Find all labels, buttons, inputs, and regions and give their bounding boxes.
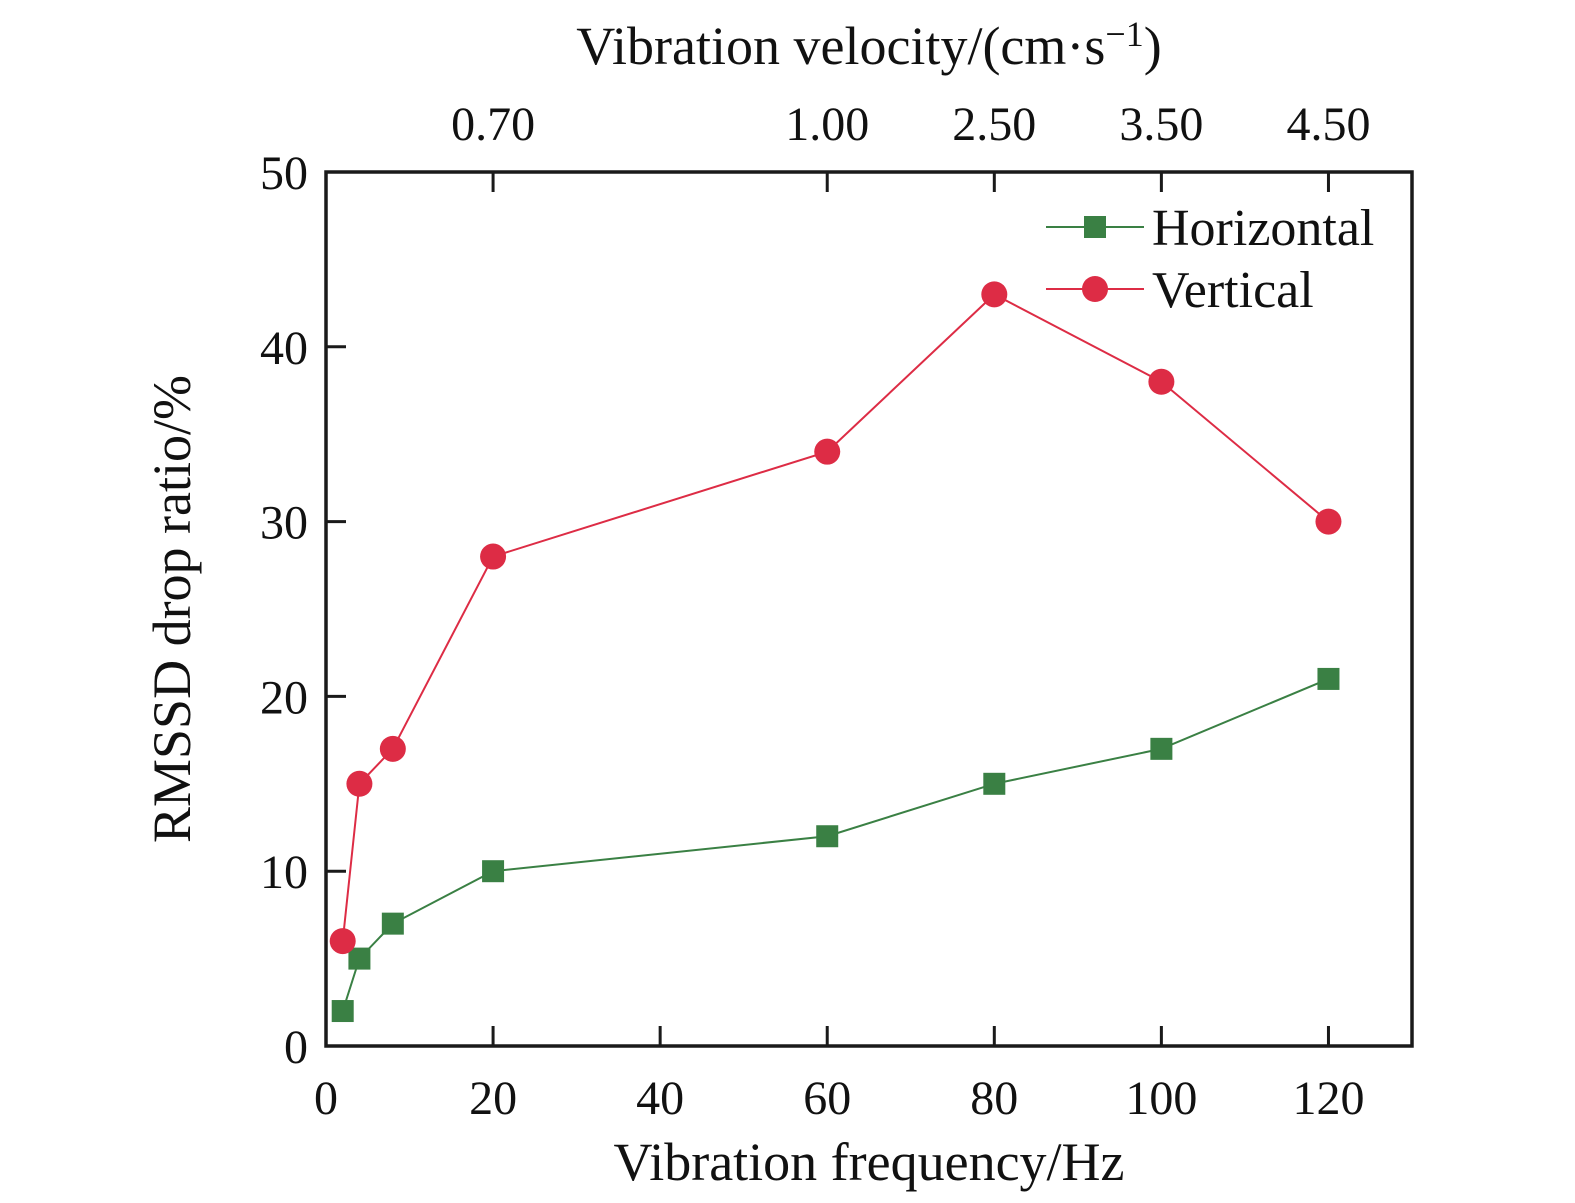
data-point-marker xyxy=(1317,667,1340,690)
y-tick-label: 30 xyxy=(260,497,308,550)
data-point-marker xyxy=(480,543,507,570)
legend-entry-horizontal: Horizontal xyxy=(1046,200,1374,257)
top-tick-label: 0.70 xyxy=(451,98,535,151)
series-layer xyxy=(329,281,1342,1023)
top-axis-title-superscript: −1 xyxy=(1105,14,1143,54)
data-point-marker xyxy=(379,735,406,762)
data-point-marker xyxy=(346,770,373,797)
y-tick-label: 40 xyxy=(260,322,308,375)
y-tick-label: 20 xyxy=(260,671,308,724)
y-axis-title: RMSSD drop ratio/% xyxy=(142,375,202,843)
series-horizontal xyxy=(331,667,1340,1023)
x-tick-label: 80 xyxy=(970,1072,1018,1125)
data-point-marker xyxy=(482,860,505,883)
axes-layer: 0 20 40 60 80 100 120 0.70 1.00 2.50 3.50 4.50 0 10 20… xyxy=(260,98,1370,1125)
data-point-marker xyxy=(814,438,841,465)
x-tick-label: 120 xyxy=(1292,1072,1364,1125)
data-point-marker xyxy=(381,912,404,935)
data-point-marker xyxy=(1150,737,1173,760)
data-point-marker xyxy=(329,928,356,955)
legend-marker-square xyxy=(1084,216,1106,238)
legend-marker-circle xyxy=(1082,276,1108,302)
plot-area-frame xyxy=(324,170,1414,1048)
data-point-marker xyxy=(816,825,839,848)
x-axis-title: Vibration frequency/Hz xyxy=(613,1132,1124,1192)
data-point-marker xyxy=(348,947,371,970)
top-tick-label: 1.00 xyxy=(785,98,869,151)
data-point-marker xyxy=(981,281,1008,308)
series-vertical xyxy=(329,281,1342,955)
data-point-marker xyxy=(1148,368,1175,395)
top-axis-title-close: ) xyxy=(1144,16,1162,76)
legend-entry-vertical: Vertical xyxy=(1046,262,1314,319)
x-tick-label: 20 xyxy=(469,1072,517,1125)
x-tick-label: 40 xyxy=(636,1072,684,1125)
x-tick-label: 0 xyxy=(314,1072,338,1125)
data-point-marker xyxy=(331,1000,354,1023)
data-point-marker xyxy=(1315,508,1342,535)
data-point-marker xyxy=(983,772,1006,795)
top-tick-label: 3.50 xyxy=(1119,98,1203,151)
y-tick-label: 10 xyxy=(260,846,308,899)
x-tick-label: 100 xyxy=(1125,1072,1197,1125)
legend-label: Vertical xyxy=(1152,262,1314,319)
top-axis-title-main: Vibration velocity/(cm·s xyxy=(576,16,1105,76)
top-axis-title: Vibration velocity/(cm·s−1) xyxy=(576,14,1161,76)
x-tick-label: 60 xyxy=(803,1072,851,1125)
top-tick-label: 4.50 xyxy=(1286,98,1370,151)
y-tick-label: 50 xyxy=(260,147,308,200)
y-tick-label: 0 xyxy=(284,1021,308,1074)
top-tick-label: 2.50 xyxy=(952,98,1036,151)
legend-label: Horizontal xyxy=(1152,200,1374,257)
